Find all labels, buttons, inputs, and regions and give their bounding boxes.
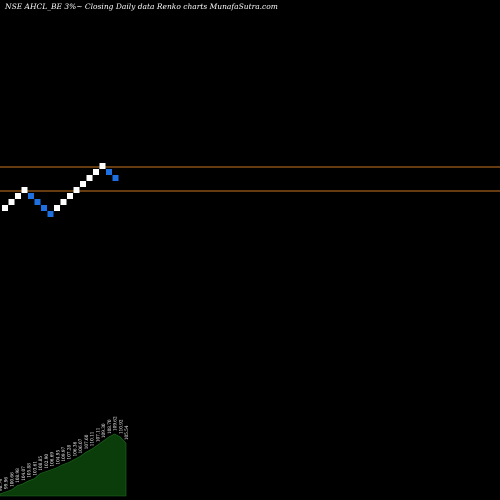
volume-label-12: 109.97: [61, 447, 66, 462]
volume-label-8: 108.85: [38, 456, 43, 471]
volume-label-17: 110.11: [90, 431, 95, 446]
renko-brick-3: [15, 193, 21, 199]
volume-label-14: 106.36: [72, 441, 77, 456]
renko-brick-15: [93, 169, 99, 175]
renko-brick-13: [80, 181, 86, 187]
volume-label-18: 107.11: [95, 427, 100, 442]
volume-label-20: 108.70: [107, 419, 112, 434]
renko-brick-14: [86, 175, 93, 181]
volume-label-22: 110.92: [118, 419, 123, 434]
renko-brick-10: [60, 199, 67, 205]
renko-brick-5: [28, 193, 34, 199]
volume-label-15: 106.07: [78, 438, 83, 453]
volume-label-13: 107.28: [67, 444, 72, 459]
volume-label-16: 107.60: [84, 434, 89, 449]
volume-label-10: 106.69: [50, 452, 55, 467]
volume-label-1: 98.74: [0, 479, 3, 491]
volume-label-11: 104.95: [55, 450, 60, 465]
renko-brick-16: [99, 163, 106, 169]
renko-brick-18: [112, 175, 119, 181]
renko-brick-11: [67, 193, 73, 199]
renko-brick-9: [54, 205, 60, 211]
volume-label-6: 105.88: [27, 463, 32, 478]
volume-label-7: 103.61: [32, 461, 37, 476]
renko-bricks: [2, 163, 119, 217]
chart-title: NSE AHCL_BE 3%~ Closing Daily data Renko…: [5, 2, 278, 11]
renko-brick-17: [106, 169, 112, 175]
renko-brick-12: [73, 187, 80, 193]
renko-brick-7: [41, 205, 47, 211]
volume-label-3: 100.66: [9, 472, 14, 487]
volume-label-19: 109.30: [101, 423, 106, 438]
renko-brick-8: [47, 211, 54, 217]
volume-label-23: 105.54: [124, 425, 129, 440]
renko-brick-1: [2, 205, 8, 211]
renko-brick-2: [8, 199, 15, 205]
renko-brick-4: [21, 187, 28, 193]
reference-lines: [0, 166, 500, 192]
volume-area-path: [0, 433, 127, 497]
renko-brick-6: [34, 199, 41, 205]
volume-label-21: 109.62: [113, 416, 118, 431]
volume-label-4: 108.98: [15, 468, 20, 483]
volume-label-5: 104.07: [21, 466, 26, 481]
volume-area: 98.74 99.96 100.66 108.98 104.07 105.88 103.61…: [0, 416, 129, 497]
volume-label-9: 102.90: [44, 454, 49, 469]
volume-label-2: 99.96: [4, 477, 9, 489]
